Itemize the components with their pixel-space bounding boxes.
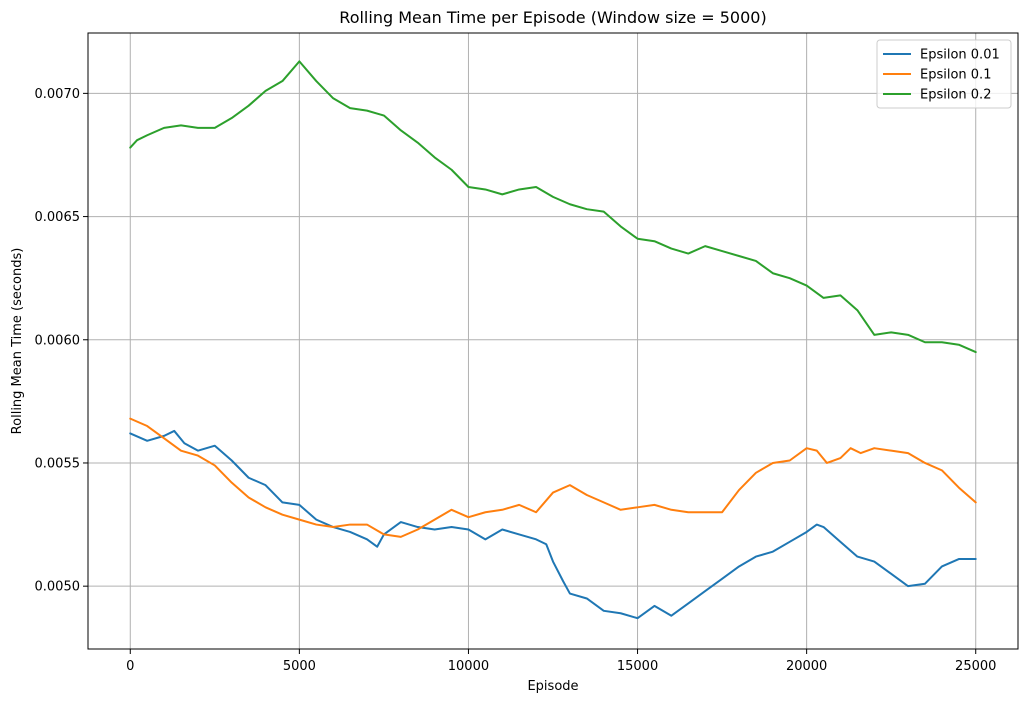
x-tick-label: 20000 xyxy=(786,659,827,674)
tick-layer: 0 5000 10000 15000 20000 25000 0.0050 0.0055 0.0… xyxy=(35,87,997,674)
chart-title: Rolling Mean Time per Episode (Window si… xyxy=(339,8,766,27)
y-axis-label: Rolling Mean Time (seconds) xyxy=(10,248,25,435)
legend-label: Epsilon 0.1 xyxy=(920,68,991,83)
legend-label: Epsilon 0.01 xyxy=(920,48,1000,63)
series-layer xyxy=(129,60,977,620)
x-tick-label: 10000 xyxy=(448,659,489,674)
y-tick-label: 0.0055 xyxy=(35,456,81,471)
legend-label: Epsilon 0.2 xyxy=(920,88,991,103)
y-tick-label: 0.0050 xyxy=(35,580,81,595)
legend-box xyxy=(876,39,1012,109)
series-line-1 xyxy=(129,429,977,620)
y-tick-label: 0.0060 xyxy=(35,333,81,348)
plot-frame xyxy=(87,32,1019,650)
x-tick-label: 0 xyxy=(126,659,134,674)
x-tick-label: 15000 xyxy=(617,659,658,674)
series-line-3 xyxy=(129,60,977,354)
x-axis-label: Episode xyxy=(527,679,578,694)
grid-layer xyxy=(88,33,1018,649)
x-tick-label: 25000 xyxy=(955,659,996,674)
y-tick-label: 0.0070 xyxy=(35,87,81,102)
legend: Epsilon 0.01 Epsilon 0.1 Epsilon 0.2 xyxy=(876,39,1012,109)
x-tick-label: 5000 xyxy=(283,659,316,674)
y-tick-label: 0.0065 xyxy=(35,210,81,225)
series-line-2 xyxy=(129,417,977,538)
